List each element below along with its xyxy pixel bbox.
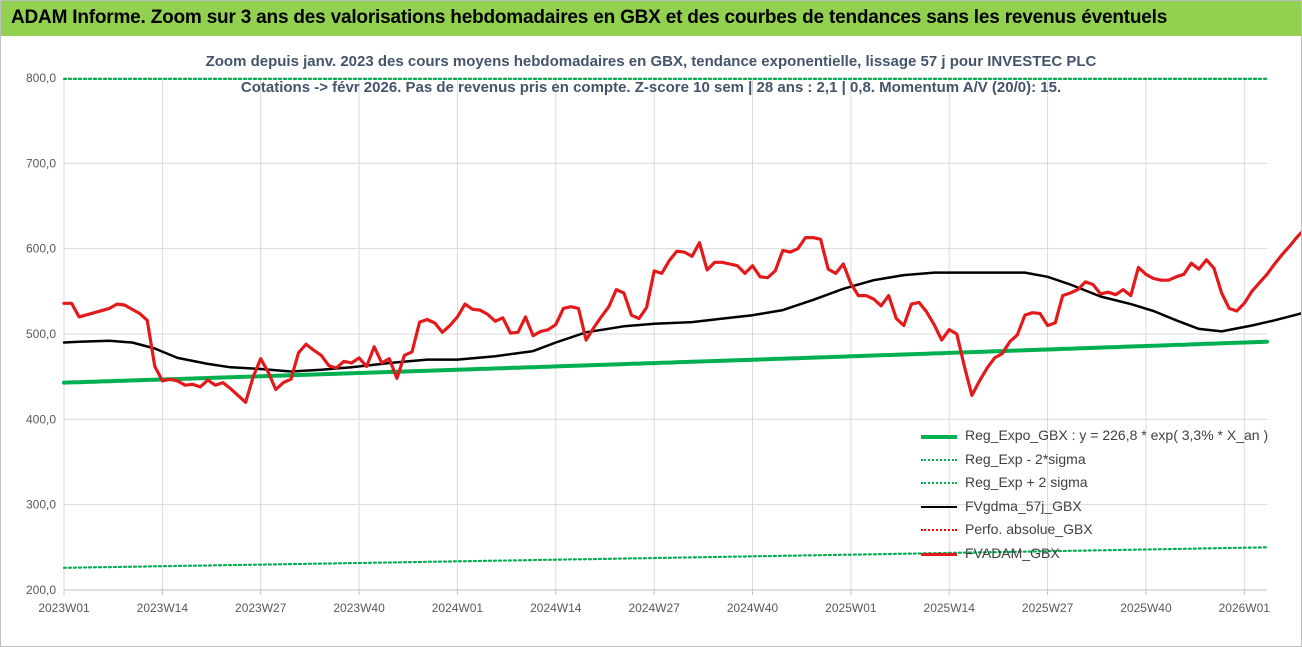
legend-label: Perfo. absolue_GBX [965, 521, 1093, 537]
legend-moving-average: FVgdma_57j_GBX [921, 496, 1291, 520]
moving-average-line [62, 271, 1301, 373]
legend-absolute-performance: Perfo. absolue_GBX [921, 519, 1291, 543]
legend-lower-band: Reg_Exp - 2*sigma [921, 449, 1291, 473]
chart-title: Zoom depuis janv. 2023 des cours moyens … [205, 53, 1097, 70]
lower-band-line [62, 546, 1269, 569]
x-tick-label: 2024W14 [530, 601, 582, 615]
legend-label: Reg_Expo_GBX : y = 226,8 * exp( 3,3% * X… [965, 427, 1269, 443]
legend-trend: Reg_Expo_GBX : y = 226,8 * exp( 3,3% * X… [921, 425, 1291, 449]
trend-line [62, 339, 1269, 385]
x-tick-label: 2025W40 [1120, 601, 1172, 615]
x-tick-label: 2026W01 [1219, 601, 1271, 615]
price-line [62, 230, 1301, 404]
legend-swatch [921, 552, 957, 556]
legend-swatch [921, 458, 957, 461]
y-tick-label: 600,0 [26, 242, 56, 256]
y-tick-label: 500,0 [26, 327, 56, 341]
legend-price: FVADAM_GBX [921, 543, 1291, 567]
legend-label: Reg_Exp + 2 sigma [965, 474, 1088, 490]
legend-swatch [921, 482, 957, 484]
y-tick-label: 700,0 [26, 156, 56, 170]
x-tick-label: 2023W01 [38, 601, 90, 615]
x-tick-label: 2024W40 [727, 601, 779, 615]
x-tick-label: 2025W01 [825, 601, 877, 615]
banner: ADAM Informe. Zoom sur 3 ans des valoris… [1, 1, 1301, 36]
legend-swatch [921, 435, 957, 439]
y-tick-label: 800,0 [26, 71, 56, 85]
x-tick-label: 2024W27 [628, 601, 680, 615]
legend-swatch [921, 505, 957, 508]
legend-label: FVgdma_57j_GBX [965, 497, 1082, 514]
legend-label: Reg_Exp - 2*sigma [965, 450, 1086, 467]
x-tick-label: 2024W01 [432, 601, 484, 615]
x-tick-label: 2023W14 [137, 601, 189, 615]
x-tick-label: 2025W14 [924, 601, 976, 615]
x-tick-label: 2023W27 [235, 601, 287, 615]
y-tick-label: 400,0 [26, 412, 56, 426]
x-tick-label: 2025W27 [1022, 601, 1074, 615]
chart-subtitle: Cotations -> févr 2026. Pas de revenus p… [240, 79, 1062, 96]
legend: Reg_Expo_GBX : y = 226,8 * exp( 3,3% * X… [921, 425, 1291, 566]
y-tick-label: 200,0 [26, 583, 56, 597]
x-tick-label: 2023W40 [333, 601, 385, 615]
legend-upper-band: Reg_Exp + 2 sigma [921, 472, 1291, 496]
y-tick-label: 300,0 [26, 498, 56, 512]
legend-label: FVADAM_GBX [965, 544, 1060, 561]
legend-swatch [921, 529, 957, 531]
banner-title: ADAM Informe. Zoom sur 3 ans des valoris… [11, 7, 1168, 28]
